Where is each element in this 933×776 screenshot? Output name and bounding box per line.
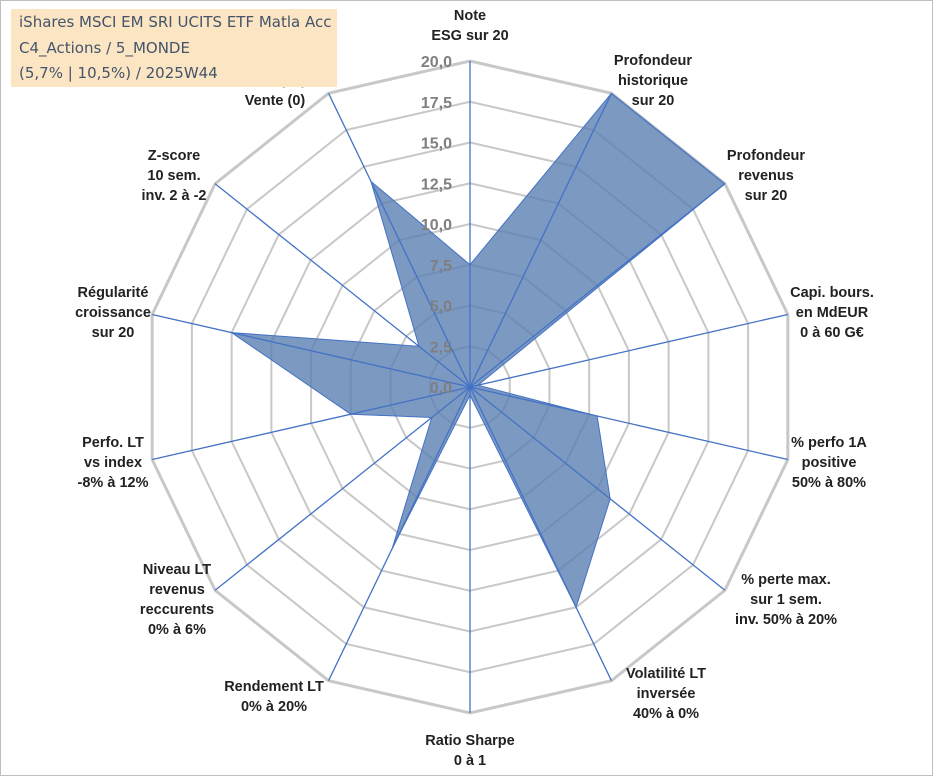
tick-label: 20,0 xyxy=(421,54,452,71)
axis-spoke-13 xyxy=(327,93,471,388)
axis-spoke-5 xyxy=(469,386,726,591)
axis-spoke-6 xyxy=(469,386,613,681)
axis-spoke-1 xyxy=(469,93,613,388)
axis-spoke-3 xyxy=(469,313,788,388)
axis-label-3: Capi. bours. en MdEUR 0 à 60 G€ xyxy=(790,285,874,341)
axis-label-5: % perte max. sur 1 sem. inv. 50% à 20% xyxy=(735,572,837,628)
axis-label-11: Régularité croissance sur 20 xyxy=(75,285,151,341)
axis-label-6: Volatilité LT inversée 40% à 0% xyxy=(626,666,706,722)
axis-spoke-9 xyxy=(214,386,471,591)
axis-spoke-2 xyxy=(469,183,726,388)
tick-label: 12,5 xyxy=(421,176,452,193)
title-line-3: (5,7% | 10,5%) / 2025W44 xyxy=(19,64,218,82)
title-line-1: iShares MSCI EM SRI UCITS ETF Matla Acc xyxy=(19,13,332,31)
title-line-2: C4_Actions / 5_MONDE xyxy=(19,39,190,57)
axis-label-12: Z-score 10 sem. inv. 2 à -2 xyxy=(141,148,206,204)
axis-label-0: Note ESG sur 20 xyxy=(431,8,508,44)
axis-label-1: Profondeur historique sur 20 xyxy=(614,53,692,109)
axis-label-2: Profondeur revenus sur 20 xyxy=(727,148,805,204)
tick-label: 7,5 xyxy=(430,258,452,275)
data-series-area xyxy=(229,92,726,609)
tick-label: 5,0 xyxy=(430,299,452,316)
tick-label: 10,0 xyxy=(421,217,452,234)
tick-label: 17,5 xyxy=(421,95,452,112)
tick-label: 2,5 xyxy=(430,339,452,356)
axis-label-10: Perfo. LT vs index -8% à 12% xyxy=(78,435,149,491)
axis-spoke-4 xyxy=(469,386,788,461)
tick-label: 0,0 xyxy=(430,380,452,397)
axis-spoke-12 xyxy=(214,183,471,388)
axis-label-8: Rendement LT 0% à 20% xyxy=(224,679,324,715)
axis-spoke-8 xyxy=(327,386,471,681)
tick-label: 15,0 xyxy=(421,136,452,153)
chart-title-box: iShares MSCI EM SRI UCITS ETF Matla Acc … xyxy=(11,9,337,87)
axis-label-4: % perfo 1A positive 50% à 80% xyxy=(791,435,867,491)
axis-spoke-11 xyxy=(152,313,471,388)
axis-label-9: Niveau LT revenus reccurents 0% à 6% xyxy=(140,562,214,638)
axis-label-7: Ratio Sharpe 0 à 1 xyxy=(425,733,514,769)
axis-spoke-10 xyxy=(152,386,471,461)
